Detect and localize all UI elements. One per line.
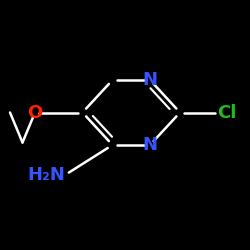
- Text: N: N: [142, 136, 158, 154]
- Text: H₂N: H₂N: [27, 166, 65, 184]
- Text: Cl: Cl: [218, 104, 237, 122]
- Text: O: O: [28, 104, 42, 122]
- Text: N: N: [142, 71, 158, 89]
